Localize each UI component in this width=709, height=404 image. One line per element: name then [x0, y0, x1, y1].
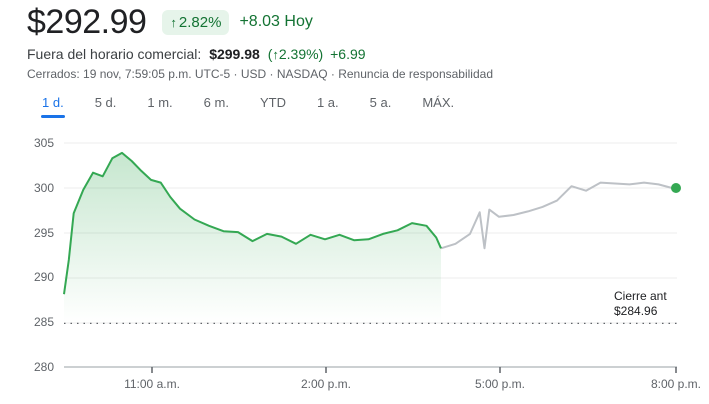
y-tick-290: 290 [33, 270, 54, 284]
y-tick-295: 295 [33, 226, 54, 240]
y-tick-280: 280 [33, 360, 54, 374]
tab-5y[interactable]: 5 a. [369, 95, 392, 110]
after-hours-pct: 2.39%) [278, 46, 324, 62]
chart-canvas [63, 142, 681, 373]
market-status: Cerrados: 19 nov, 7:59:05 p.m. UTC-5 · U… [27, 67, 493, 81]
market-status-text: Cerrados: 19 nov, 7:59:05 p.m. UTC-5 · U… [27, 67, 339, 81]
tab-5d[interactable]: 5 d. [94, 95, 117, 110]
regular-session-area [64, 152, 441, 324]
regular-session-line [63, 151, 442, 295]
x-tick-5pm: 5:00 p.m. [474, 377, 526, 391]
tab-1y[interactable]: 1 a. [316, 95, 339, 110]
arrow-up-icon: ↑ [272, 47, 279, 62]
previous-close-label: Cierre ant $284.96 [614, 289, 667, 319]
after-hours-label: Fuera del horario comercial: [27, 46, 202, 62]
range-tabs: 1 d. 5 d. 1 m. 6 m. YTD 1 a. 5 a. MÁX. [41, 95, 485, 118]
price-header: $292.99 ↑ 2.82% +8.03 Hoy [27, 2, 313, 42]
change-percent-badge: ↑ 2.82% [162, 9, 230, 35]
tab-6m[interactable]: 6 m. [203, 95, 229, 110]
after-hours-pct-open: ( [267, 46, 273, 62]
x-tick-2pm: 2:00 p.m. [300, 377, 352, 391]
after-hours-price: $299.98 [209, 46, 260, 62]
current-price: $292.99 [27, 2, 147, 41]
after-hours-change: +6.99 [330, 46, 366, 62]
after-hours-line [440, 181, 673, 250]
x-tick-8pm: 8:00 p.m. [650, 377, 702, 391]
change-percent: 2.82% [178, 13, 222, 31]
price-chart[interactable]: 305 300 295 290 285 280 11:00 a.m. 2:00 … [0, 125, 709, 404]
x-axis-ticks [151, 367, 677, 373]
previous-close-title: Cierre ant [614, 289, 667, 303]
y-tick-285: 285 [33, 315, 54, 329]
last-price-dot [671, 183, 681, 193]
arrow-up-icon: ↑ [170, 14, 177, 30]
tab-ytd[interactable]: YTD [259, 95, 286, 110]
y-tick-305: 305 [33, 136, 54, 150]
tab-max[interactable]: MÁX. [422, 95, 455, 110]
x-tick-11am: 11:00 a.m. [124, 377, 180, 391]
disclaimer-link[interactable]: Renuncia de responsabilidad [338, 67, 493, 81]
tab-1m[interactable]: 1 m. [147, 95, 173, 110]
after-hours-row: Fuera del horario comercial: $299.98 (↑2… [27, 46, 366, 62]
y-tick-300: 300 [33, 181, 54, 195]
tab-1d[interactable]: 1 d. [41, 95, 65, 118]
previous-close-value: $284.96 [614, 304, 658, 318]
change-absolute: +8.03 Hoy [239, 13, 313, 30]
